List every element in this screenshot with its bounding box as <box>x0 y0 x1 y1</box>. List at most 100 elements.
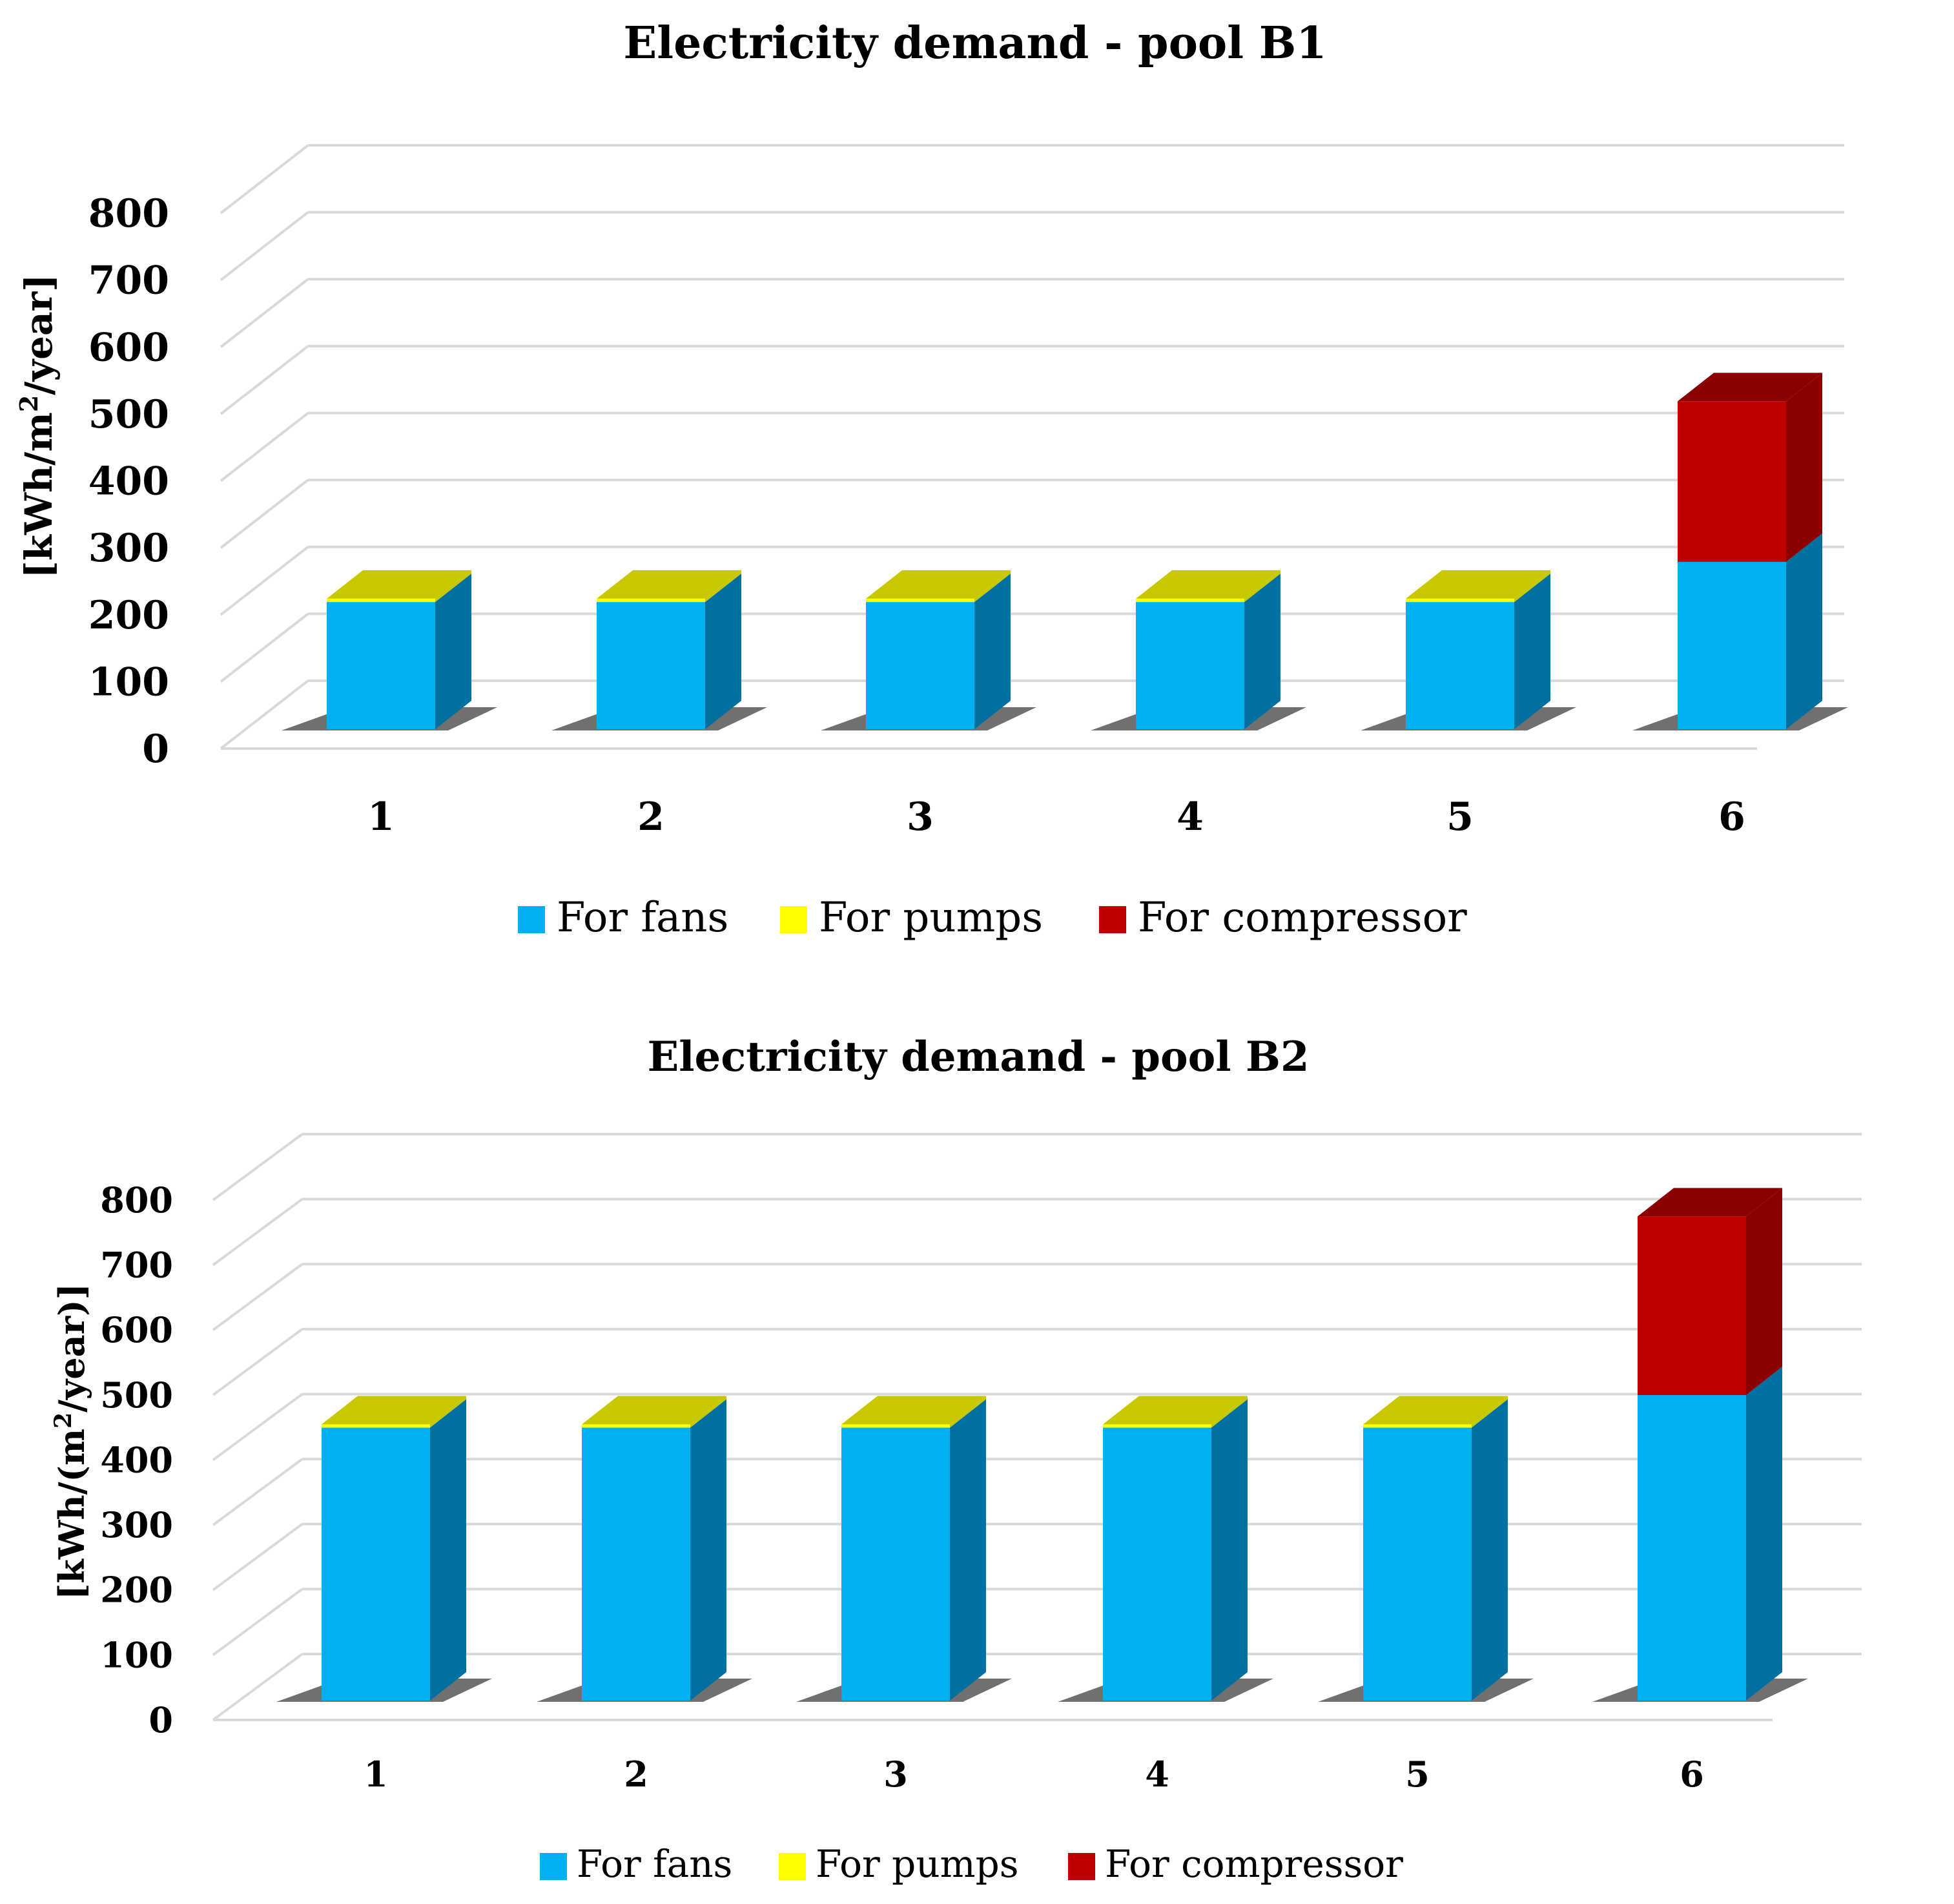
gridline-diagonal <box>212 1523 303 1591</box>
bar-segment-pumps <box>597 598 705 603</box>
legend-label-compressor: For compressor <box>1138 894 1467 942</box>
gridline-diagonal <box>212 1588 303 1656</box>
y-axis-label: [kWh/m2/year] <box>14 274 61 578</box>
bar-segment-fans <box>1638 1395 1746 1701</box>
bar-4 <box>1091 570 1306 730</box>
legend-swatch-pumps <box>780 906 807 933</box>
gridline-diagonal <box>220 144 309 214</box>
bar-3 <box>796 1396 1012 1702</box>
x-tick-label: 3 <box>907 794 934 840</box>
y-axis-label: [kWh/(m2/year)] <box>50 1283 92 1600</box>
x-tick-label: 5 <box>1446 794 1474 840</box>
gridlines <box>220 144 1844 750</box>
bar-segment-pumps-side <box>1244 570 1280 603</box>
gridline-diagonal <box>212 1392 303 1462</box>
bar-segment-pumps <box>1406 598 1514 603</box>
gridline-diagonal <box>220 411 309 482</box>
bar-segment-pumps-side <box>950 1396 986 1428</box>
gridline-diagonal <box>212 1263 303 1331</box>
bar-segment-pumps <box>1136 598 1244 603</box>
bar-segment-pumps-top <box>1136 570 1280 599</box>
gridline-diagonal <box>212 1198 303 1267</box>
y-tick-labels: 0 100 200 300 400 500 600 700 800 <box>88 191 169 772</box>
bar-segment-pumps-top <box>1363 1396 1508 1425</box>
bar-segment-fans <box>866 602 974 729</box>
x-tick-label: 2 <box>624 1754 648 1795</box>
chart-b1: Electricity demand - pool B1 0 100 200 300 4… <box>14 17 1848 942</box>
bar-segment-fans-side <box>1786 533 1822 729</box>
bar-5 <box>1318 1396 1534 1702</box>
chart-title: Electricity demand - pool B2 <box>647 1033 1309 1081</box>
bar-segment-pumps-side <box>435 570 471 603</box>
bar-segment-compressor <box>1638 1216 1746 1396</box>
y-tick-label: 600 <box>100 1309 173 1350</box>
gridline-diagonal <box>212 1133 303 1201</box>
bar-segment-pumps <box>841 1424 950 1428</box>
bar-segment-fans <box>841 1427 950 1701</box>
bar-segment-pumps-side <box>1472 1396 1508 1428</box>
bar-segment-pumps-top <box>1103 1396 1248 1425</box>
bar-2 <box>537 1396 752 1702</box>
legend-swatch-compressor <box>1068 1853 1095 1880</box>
bar-segment-pumps-top <box>327 570 471 599</box>
bar-segment-pumps <box>582 1424 690 1428</box>
y-tick-label: 100 <box>100 1634 173 1675</box>
bar-segment-pumps-side <box>1514 570 1550 603</box>
bar-2 <box>551 570 767 730</box>
bar-segment-fans <box>1406 602 1514 729</box>
legend-label-pumps: For pumps <box>819 894 1043 942</box>
bar-segment-fans-side <box>1211 1399 1248 1701</box>
bar-segment-pumps <box>322 1424 430 1428</box>
y-tick-label: 400 <box>88 459 169 504</box>
bar-segment-pumps-side <box>705 570 741 603</box>
bar-segment-pumps-side <box>1211 1396 1248 1428</box>
bar-segment-fans-side <box>1472 1399 1508 1701</box>
y-tick-label: 700 <box>88 258 169 304</box>
legend-label-fans: For fans <box>577 1842 732 1886</box>
x-tick-label: 3 <box>883 1754 908 1795</box>
legend-swatch-compressor <box>1099 906 1126 933</box>
y-tick-label: 0 <box>149 1699 173 1741</box>
bar-segment-pumps <box>327 598 435 603</box>
x-tick-label: 4 <box>1177 794 1204 840</box>
x-tick-label: 4 <box>1145 1754 1169 1795</box>
legend-label-fans: For fans <box>557 894 728 942</box>
y-tick-label: 800 <box>100 1179 173 1221</box>
bar-6 <box>1592 1188 1808 1702</box>
y-tick-label: 500 <box>100 1374 173 1416</box>
bar-segment-pumps <box>1363 1424 1472 1428</box>
bar-segment-fans-side <box>1244 574 1280 729</box>
bar-segment-fans <box>1363 1427 1472 1701</box>
bar-segment-compressor-top <box>1638 1188 1782 1217</box>
x-tick-label: 5 <box>1405 1754 1430 1795</box>
legend-swatch-fans <box>518 906 545 933</box>
bar-segment-fans-side <box>1514 574 1550 729</box>
y-tick-label: 300 <box>88 526 169 571</box>
bar-1 <box>282 570 497 730</box>
bar-6 <box>1632 373 1848 730</box>
gridline-diagonal <box>220 612 309 683</box>
chart-b1-svg: Electricity demand - pool B1 0 100 200 300 4… <box>14 17 1848 942</box>
plot-area: 0 100 200 300 400 500 600 700 800 1 2 3 4 5 6 <box>88 144 1848 840</box>
y-tick-label: 100 <box>88 659 169 705</box>
bar-segment-fans <box>597 602 705 729</box>
x-tick-label: 1 <box>364 1754 388 1795</box>
y-tick-label: 300 <box>100 1504 173 1546</box>
bar-segment-pumps-top <box>322 1396 466 1425</box>
bar-segment-compressor-top <box>1678 373 1822 402</box>
legend: For fans For pumps For compressor <box>518 894 1467 942</box>
gridline-diagonal <box>220 345 309 415</box>
gridline-diagonal <box>212 1653 303 1721</box>
y-tick-label: 200 <box>88 593 169 638</box>
bar-segment-pumps-side <box>974 570 1011 603</box>
gridline-diagonal <box>220 679 309 750</box>
bar-segment-fans-side <box>435 574 471 729</box>
bar-segment-fans <box>1103 1427 1211 1701</box>
bar-segment-fans <box>322 1427 430 1701</box>
y-tick-label: 700 <box>100 1245 173 1286</box>
bar-1 <box>276 1396 492 1702</box>
bar-segment-compressor <box>1678 401 1786 562</box>
bar-segment-compressor-side <box>1746 1188 1782 1396</box>
plot-area: 0 100 200 300 400 500 600 700 800 1 2 3 4 5 6 <box>100 1133 1862 1795</box>
gridline-diagonal <box>220 479 309 549</box>
